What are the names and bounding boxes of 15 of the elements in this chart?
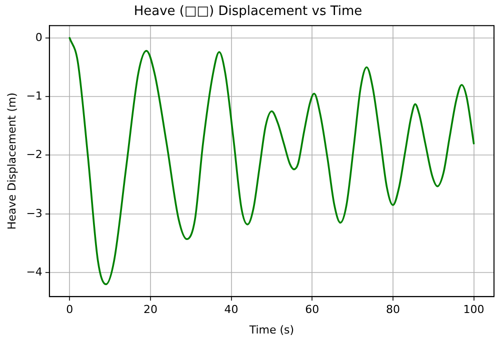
y-tick-label: −2 [26,148,42,162]
y-tick-label: −3 [26,206,42,220]
y-tick-label: −1 [26,89,42,102]
x-tick-label: 20 [143,303,158,316]
y-tick-label: −4 [26,265,42,278]
x-tick-label: 100 [463,303,484,316]
line-series [68,37,475,286]
x-tick-label: 60 [305,303,320,316]
x-tick-label: 0 [66,303,74,316]
x-axis-title: Time (s) [248,323,294,336]
y-tick-label: 0 [35,30,42,44]
y-axis-title: Heave Displacement (m) [5,92,18,230]
x-tick-label: 40 [224,303,238,316]
chart-title: Heave (□□) Displacement vs Time [134,4,362,20]
x-tick-label: 80 [386,303,400,316]
